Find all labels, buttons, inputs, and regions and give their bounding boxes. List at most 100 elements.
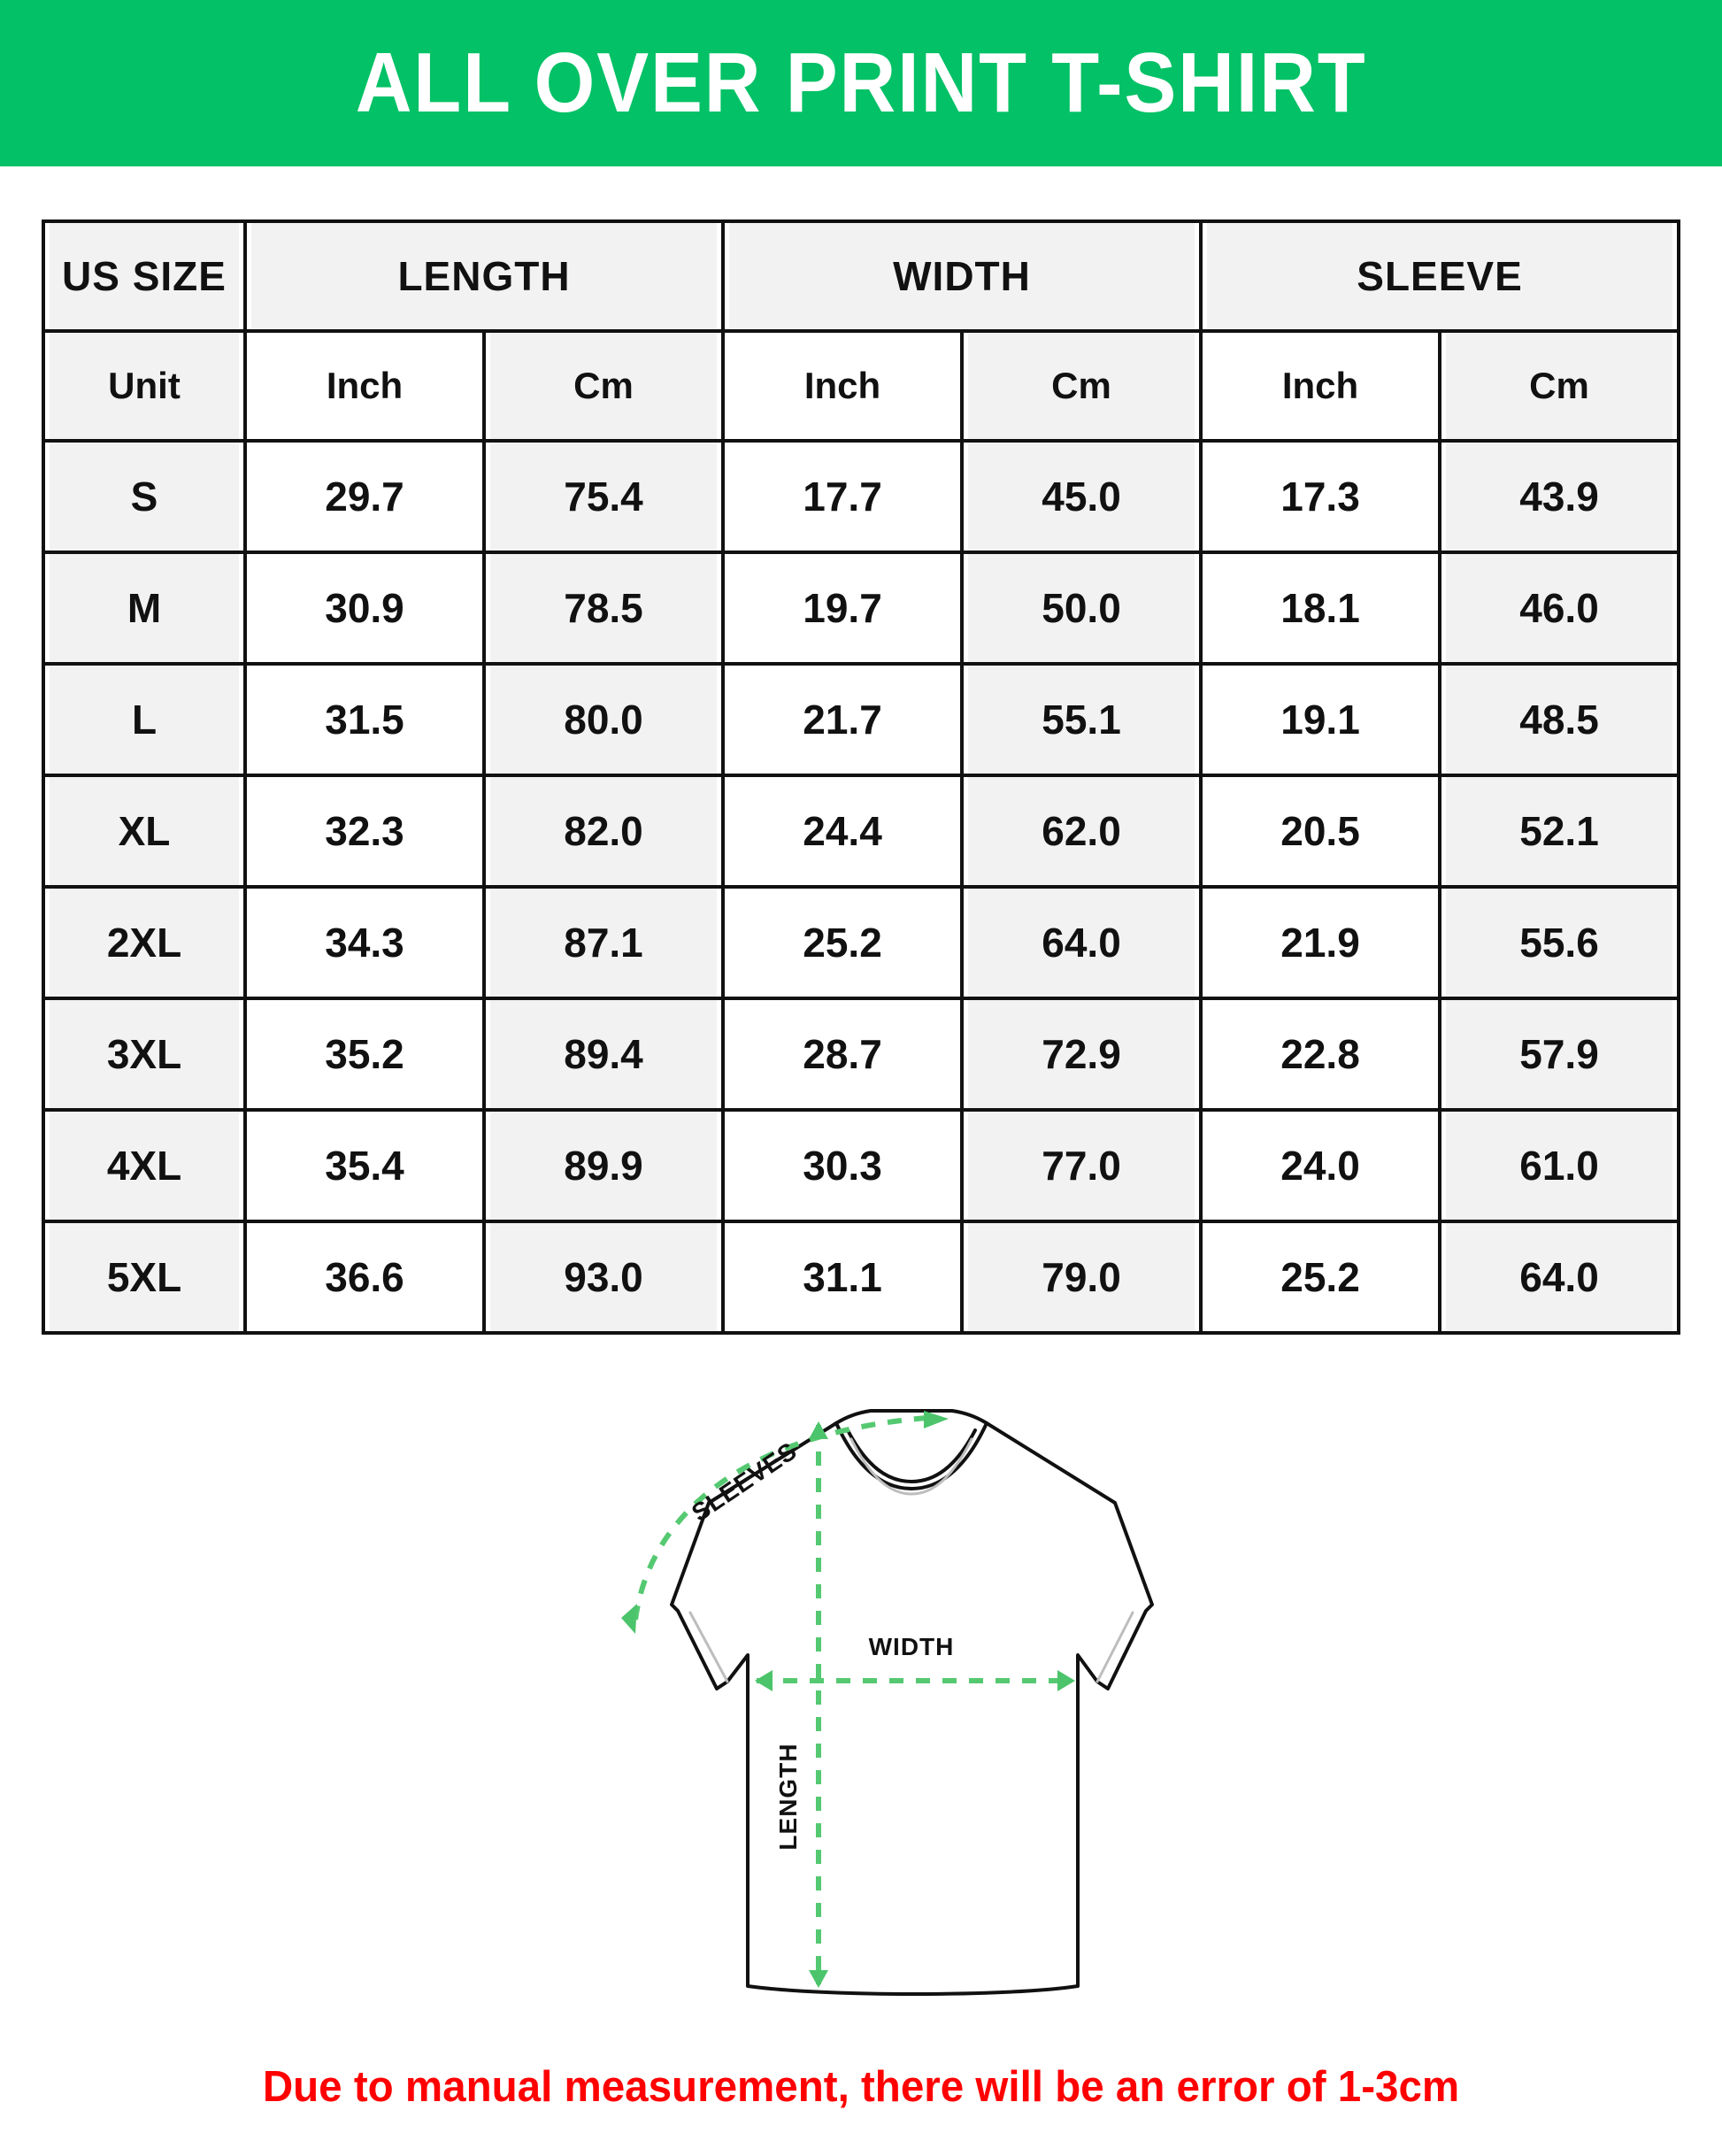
cell-length-inch: 35.4 <box>243 1108 486 1223</box>
group-header-sleeve-label: SLEEVE <box>1207 223 1673 329</box>
value-sleeve-cm: 46.0 <box>1446 554 1673 662</box>
value-size: 5XL <box>50 1223 239 1331</box>
value-length-cm: 82.0 <box>490 777 718 885</box>
group-header-width: WIDTH <box>721 219 1203 333</box>
table-row: 5XL 36.6 93.0 31.1 79.0 25.2 64.0 <box>42 1220 1681 1335</box>
value-sleeve-inch: 25.2 <box>1207 1223 1434 1331</box>
cell-width-inch: 30.3 <box>721 1108 965 1223</box>
cell-width-cm: 77.0 <box>960 1108 1203 1223</box>
table-row: L 31.5 80.0 21.7 55.1 19.1 48.5 <box>42 662 1681 777</box>
unit-cell-sleeve-inch: Inch <box>1199 329 1442 443</box>
cell-length-cm: 93.0 <box>481 1220 726 1335</box>
cell-size: XL <box>42 774 247 889</box>
cell-length-cm: 82.0 <box>481 774 726 889</box>
cell-sleeve-inch: 25.2 <box>1199 1220 1442 1335</box>
unit-length-inch: Inch <box>251 333 478 439</box>
value-sleeve-inch: 19.1 <box>1207 666 1434 774</box>
cell-length-inch: 35.2 <box>243 997 486 1112</box>
sleeves-label: SLEEVES <box>687 1436 802 1527</box>
unit-width-inch: Inch <box>729 333 957 439</box>
cell-size: M <box>42 551 247 666</box>
value-sleeve-inch: 17.3 <box>1207 443 1434 551</box>
measurement-guides <box>633 1415 1073 1984</box>
cell-sleeve-inch: 20.5 <box>1199 774 1442 889</box>
value-sleeve-inch: 21.9 <box>1207 889 1434 997</box>
value-width-cm: 64.0 <box>968 889 1195 997</box>
value-sleeve-inch: 24.0 <box>1207 1112 1434 1220</box>
value-length-cm: 93.0 <box>490 1223 718 1331</box>
value-length-cm: 78.5 <box>490 554 718 662</box>
value-length-inch: 35.4 <box>251 1112 478 1220</box>
value-size: S <box>50 443 239 551</box>
cell-sleeve-inch: 24.0 <box>1199 1108 1442 1223</box>
value-length-cm: 87.1 <box>490 889 718 997</box>
value-length-cm: 89.9 <box>490 1112 718 1220</box>
value-width-inch: 31.1 <box>729 1223 957 1331</box>
group-header-length-label: LENGTH <box>251 223 718 329</box>
table-body: S 29.7 75.4 17.7 45.0 17.3 43.9 M 30.9 78.5 19.7 50… <box>42 439 1681 1335</box>
cell-sleeve-cm: 46.0 <box>1438 551 1681 666</box>
cell-length-inch: 32.3 <box>243 774 486 889</box>
cell-sleeve-inch: 22.8 <box>1199 997 1442 1112</box>
cell-width-cm: 62.0 <box>960 774 1203 889</box>
cell-width-cm: 79.0 <box>960 1220 1203 1335</box>
cell-length-cm: 78.5 <box>481 551 726 666</box>
cell-size: 3XL <box>42 997 247 1112</box>
value-width-inch: 17.7 <box>729 443 957 551</box>
cell-sleeve-cm: 57.9 <box>1438 997 1681 1112</box>
table-row: XL 32.3 82.0 24.4 62.0 20.5 52.1 <box>42 774 1681 889</box>
value-length-cm: 80.0 <box>490 666 718 774</box>
value-size: 4XL <box>50 1112 239 1220</box>
cell-width-inch: 19.7 <box>721 551 965 666</box>
page-title: ALL OVER PRINT T-SHIRT <box>355 35 1367 130</box>
cell-size: L <box>42 662 247 777</box>
value-sleeve-cm: 43.9 <box>1446 443 1673 551</box>
value-size: L <box>50 666 239 774</box>
table-row: 4XL 35.4 89.9 30.3 77.0 24.0 61.0 <box>42 1108 1681 1223</box>
value-width-inch: 28.7 <box>729 1000 957 1108</box>
cell-length-inch: 36.6 <box>243 1220 486 1335</box>
cell-width-inch: 17.7 <box>721 439 965 554</box>
value-width-cm: 77.0 <box>968 1112 1195 1220</box>
value-sleeve-inch: 18.1 <box>1207 554 1434 662</box>
unit-cell-width-cm: Cm <box>960 329 1203 443</box>
value-sleeve-inch: 22.8 <box>1207 1000 1434 1108</box>
value-width-inch: 19.7 <box>729 554 957 662</box>
value-width-cm: 72.9 <box>968 1000 1195 1108</box>
cell-width-cm: 64.0 <box>960 885 1203 1000</box>
cell-width-cm: 50.0 <box>960 551 1203 666</box>
unit-cell-length-inch: Inch <box>243 329 486 443</box>
tshirt-diagram-svg: SLEEVES WIDTH LENGTH <box>621 1409 1154 1996</box>
unit-cell-sleeve-cm: Cm <box>1438 329 1681 443</box>
group-header-row: US SIZE LENGTH WIDTH SLEEVE <box>42 219 1681 333</box>
value-width-cm: 50.0 <box>968 554 1195 662</box>
cell-sleeve-cm: 52.1 <box>1438 774 1681 889</box>
cell-sleeve-inch: 18.1 <box>1199 551 1442 666</box>
length-arrow-top <box>809 1421 828 1439</box>
value-length-inch: 35.2 <box>251 1000 478 1108</box>
value-width-cm: 45.0 <box>968 443 1195 551</box>
group-header-width-label: WIDTH <box>729 223 1195 329</box>
cell-sleeve-inch: 17.3 <box>1199 439 1442 554</box>
value-width-cm: 79.0 <box>968 1223 1195 1331</box>
cell-size: 2XL <box>42 885 247 1000</box>
cell-length-cm: 75.4 <box>481 439 726 554</box>
table-row: S 29.7 75.4 17.7 45.0 17.3 43.9 <box>42 439 1681 554</box>
value-length-inch: 30.9 <box>251 554 478 662</box>
value-sleeve-inch: 20.5 <box>1207 777 1434 885</box>
value-length-cm: 75.4 <box>490 443 718 551</box>
cell-length-inch: 29.7 <box>243 439 486 554</box>
tshirt-diagram: SLEEVES WIDTH LENGTH <box>566 1354 1257 2053</box>
guide-arrowheads <box>621 1411 1075 1988</box>
page-banner: ALL OVER PRINT T-SHIRT <box>0 0 1722 166</box>
table-row: 3XL 35.2 89.4 28.7 72.9 22.8 57.9 <box>42 997 1681 1112</box>
cell-width-cm: 45.0 <box>960 439 1203 554</box>
cell-width-cm: 55.1 <box>960 662 1203 777</box>
table-head: US SIZE LENGTH WIDTH SLEEVE Unit <box>42 219 1681 443</box>
cell-length-inch: 31.5 <box>243 662 486 777</box>
group-header-us-size: US SIZE <box>42 219 247 333</box>
cell-width-inch: 21.7 <box>721 662 965 777</box>
value-width-cm: 55.1 <box>968 666 1195 774</box>
value-length-cm: 89.4 <box>490 1000 718 1108</box>
value-sleeve-cm: 64.0 <box>1446 1223 1673 1331</box>
